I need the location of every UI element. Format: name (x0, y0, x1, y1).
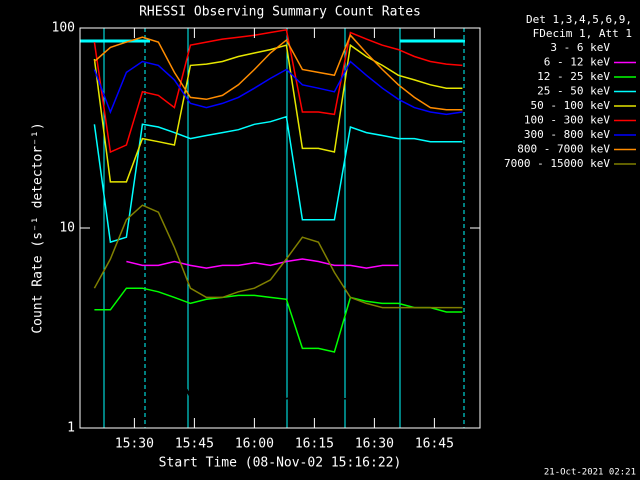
legend-label: 7000 - 15000 keV (504, 157, 610, 170)
legend-label: 100 - 300 keV (524, 114, 610, 127)
series-line (93, 33, 463, 111)
legend-label: 3 - 6 keV (550, 41, 610, 54)
legend-label: 12 - 25 keV (537, 70, 610, 83)
series-line-outline (142, 347, 399, 400)
legend-label: 6 - 12 keV (544, 56, 611, 69)
x-tick-label: 16:00 (235, 437, 274, 452)
y-tick-label: 100 (52, 21, 75, 36)
y-tick-label: 10 (59, 221, 75, 236)
series-line (94, 287, 463, 353)
series-line (126, 258, 399, 269)
x-axis-label: Start Time (08-Nov-02 15:16:22) (159, 456, 402, 471)
legend-label: 300 - 800 keV (524, 128, 610, 141)
x-tick-label: 15:30 (115, 437, 154, 452)
legend-label: 50 - 100 keV (531, 99, 611, 112)
series-line (93, 60, 463, 116)
footer: 21-Oct-2021 02:21 (544, 468, 636, 478)
x-tick-label: 15:45 (175, 437, 214, 452)
series-line (93, 204, 463, 309)
annotation: FDecim 1, Att 1 (533, 27, 632, 40)
annotation: Det 1,3,4,5,6,9, (526, 13, 632, 26)
chart-title: RHESSI Observing Summary Count Rates (139, 5, 421, 20)
x-tick-label: 16:30 (355, 437, 394, 452)
y-tick-label: 1 (67, 421, 75, 436)
plot-lines (93, 28, 463, 400)
y-axis-label: Count Rate (s⁻¹ detector⁻¹) (31, 122, 46, 333)
series-line (93, 28, 463, 154)
legend-label: 25 - 50 keV (537, 85, 610, 98)
legend-label: 800 - 7000 keV (517, 143, 610, 156)
x-tick-label: 16:45 (415, 437, 454, 452)
x-tick-label: 16:15 (295, 437, 334, 452)
series-line (93, 115, 463, 244)
